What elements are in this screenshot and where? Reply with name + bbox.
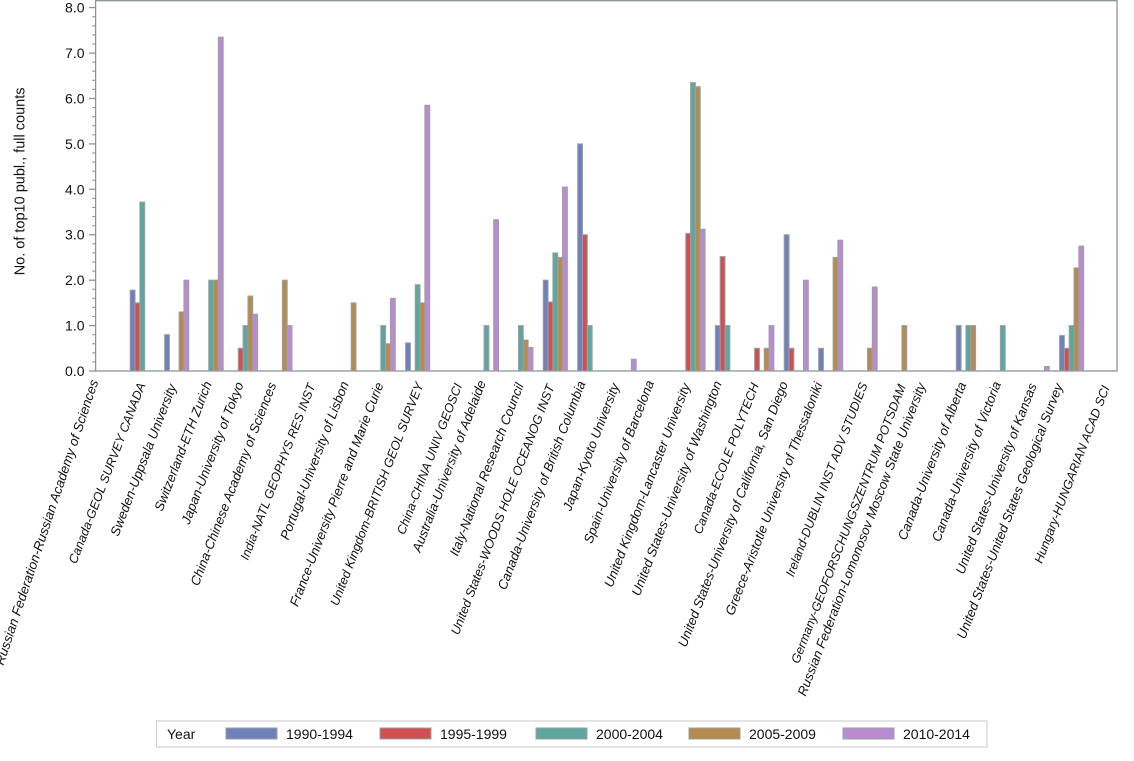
svg-text:6.0: 6.0 <box>65 91 85 107</box>
svg-text:7.0: 7.0 <box>65 45 85 61</box>
svg-text:2.0: 2.0 <box>65 272 85 288</box>
svg-text:3.0: 3.0 <box>65 227 85 243</box>
svg-text:No. of top10 publ., full count: No. of top10 publ., full counts <box>12 87 28 275</box>
svg-text:1990-1994: 1990-1994 <box>286 726 353 742</box>
svg-text:0.0: 0.0 <box>65 363 85 379</box>
svg-text:Year: Year <box>167 726 196 742</box>
svg-text:2005-2009: 2005-2009 <box>749 726 816 742</box>
svg-text:1995-1999: 1995-1999 <box>440 726 507 742</box>
svg-text:2010-2014: 2010-2014 <box>903 726 970 742</box>
svg-text:5.0: 5.0 <box>65 136 85 152</box>
svg-text:4.0: 4.0 <box>65 181 85 197</box>
svg-text:8.0: 8.0 <box>65 0 85 16</box>
svg-text:2000-2004: 2000-2004 <box>596 726 663 742</box>
svg-text:1.0: 1.0 <box>65 318 85 334</box>
